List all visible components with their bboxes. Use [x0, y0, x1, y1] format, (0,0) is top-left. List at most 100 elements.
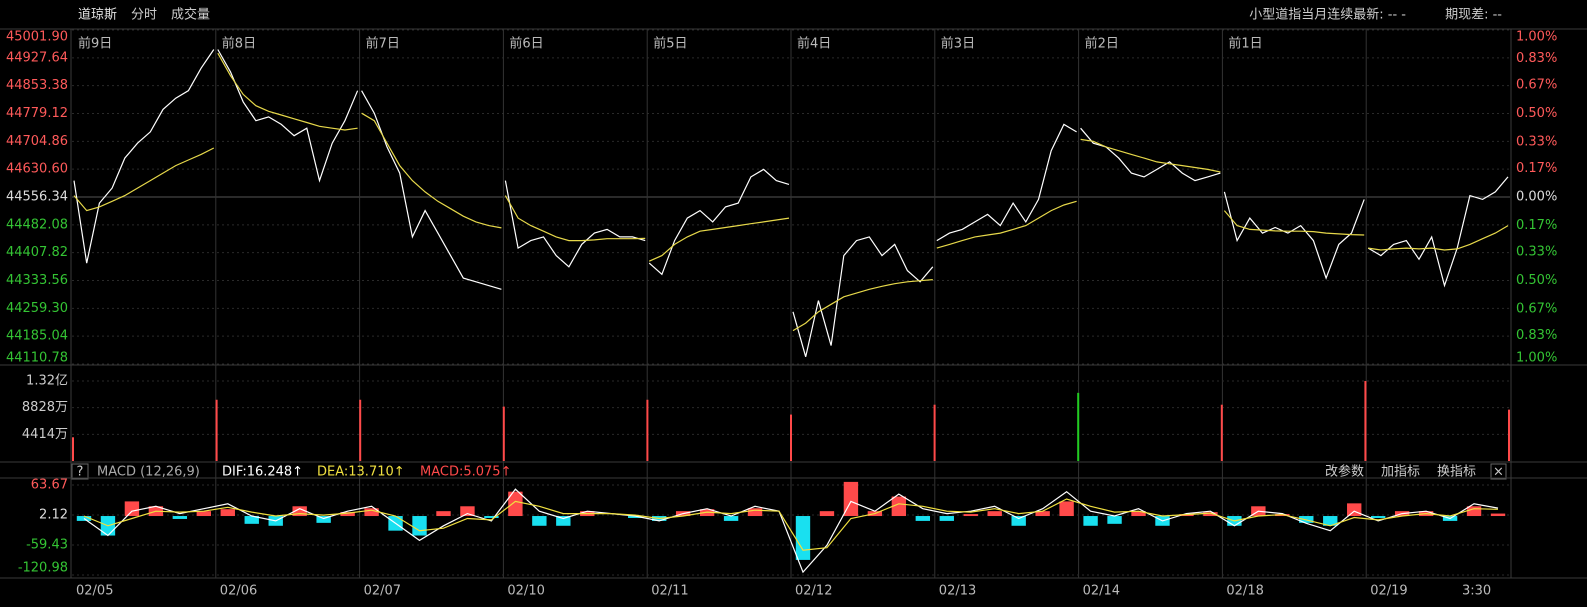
help-button[interactable] — [71, 463, 89, 480]
macd-bar — [963, 514, 978, 517]
day-label: 前9日 — [78, 36, 112, 52]
macd-bar — [364, 508, 379, 517]
y-tick-label: 45001.90 — [6, 30, 68, 45]
macd-bar — [1035, 511, 1050, 517]
macd-bar — [436, 511, 451, 517]
macd-bar — [1131, 511, 1146, 517]
y-tick-label: 8828万 — [22, 400, 68, 415]
day-label: 前5日 — [653, 36, 687, 52]
x-tick-label: 02/19 — [1370, 584, 1407, 599]
indicator-legend: MACD:5.075↑ — [420, 465, 511, 480]
day-label: 前6日 — [509, 36, 543, 52]
y-tick-label: 44185.04 — [6, 329, 68, 344]
volume-bar — [1077, 392, 1080, 461]
y2-tick-label: 0.83% — [1516, 328, 1557, 343]
indicator-legend: DIF:16.248↑ — [222, 465, 303, 480]
day-label: 前1日 — [1228, 36, 1262, 52]
x-tick-label: 02/05 — [76, 584, 113, 599]
macd-bar — [124, 501, 140, 517]
volume-bar — [790, 414, 792, 461]
y-tick-label: 4414万 — [22, 427, 68, 442]
macd-bar — [556, 516, 571, 526]
x-tick-label: 02/07 — [364, 584, 401, 599]
y2-tick-label: 0.17% — [1516, 218, 1557, 233]
y-tick-label: 44853.38 — [6, 78, 68, 93]
y2-tick-label: 0.00% — [1516, 190, 1557, 205]
y-tick-label: 44407.82 — [6, 245, 68, 260]
y-tick-label: 44110.78 — [6, 351, 68, 366]
y2-tick-label: 0.33% — [1516, 245, 1557, 260]
macd-bar — [1347, 503, 1362, 517]
instrument-title: 道琼斯 — [78, 8, 117, 23]
day-label: 前2日 — [1085, 36, 1119, 52]
macd-bar — [939, 516, 954, 521]
indicator-button[interactable]: 加指标 — [1381, 465, 1420, 480]
macd-bar — [316, 516, 331, 523]
volume-bar — [1508, 409, 1510, 461]
macd-bar — [532, 516, 547, 526]
day-label: 前3日 — [941, 36, 975, 52]
x-tick-label: 02/14 — [1083, 584, 1120, 599]
volume-bar — [72, 437, 74, 461]
macd-bar — [508, 491, 523, 517]
macd-bar — [412, 516, 427, 536]
macd-bar — [1011, 516, 1026, 526]
y-tick-label: 44704.86 — [6, 134, 68, 149]
day-label: 前8日 — [222, 36, 256, 52]
y2-tick-label: 0.83% — [1516, 51, 1557, 66]
y-tick-label: 1.32亿 — [26, 374, 68, 389]
volume-bar — [646, 399, 649, 461]
macd-bar — [172, 516, 188, 519]
y2-tick-label: 0.50% — [1516, 106, 1557, 121]
x-tick-label: 02/12 — [795, 584, 832, 599]
macd-bar — [244, 516, 259, 524]
macd-bar — [915, 516, 931, 521]
macd-bar — [1370, 516, 1386, 518]
volume-bar — [359, 399, 362, 461]
macd-bar — [747, 508, 763, 517]
close-button[interactable] — [1490, 463, 1507, 480]
y2-tick-label: 1.00% — [1516, 351, 1557, 366]
basis-info: 期现差: -- — [1445, 8, 1502, 23]
day-label: 前4日 — [797, 36, 831, 52]
x-tick-label: 02/11 — [651, 584, 688, 599]
macd-bar — [795, 516, 811, 560]
y-tick-label: 44630.60 — [6, 162, 68, 177]
macd-bar — [1107, 516, 1122, 524]
price-line — [73, 49, 1509, 357]
help-icon[interactable]: ? — [77, 465, 84, 480]
close-icon[interactable]: × — [1493, 465, 1504, 480]
tab[interactable]: 成交量 — [171, 7, 210, 23]
x-tick-label: 3:30 — [1462, 584, 1491, 599]
y-tick-label: 44927.64 — [6, 50, 68, 65]
y-tick-label: -59.43 — [26, 538, 68, 553]
y2-tick-label: 0.50% — [1516, 273, 1557, 288]
indicator-button[interactable]: 换指标 — [1437, 465, 1476, 480]
day-label: 前7日 — [366, 36, 400, 52]
tab[interactable]: 分时 — [131, 8, 157, 23]
x-tick-label: 02/10 — [507, 584, 544, 599]
dea-line — [83, 498, 1499, 551]
x-tick-label: 02/18 — [1226, 584, 1263, 599]
macd-bar — [819, 511, 835, 517]
y-tick-label: 44556.34 — [6, 190, 68, 205]
volume-bar — [1364, 381, 1367, 461]
macd-bar — [723, 516, 739, 521]
indicator-button[interactable]: 改参数 — [1325, 464, 1364, 480]
macd-bar — [220, 509, 235, 517]
y2-tick-label: 0.67% — [1516, 301, 1557, 316]
macd-bar — [1490, 513, 1506, 517]
macd-bar — [340, 512, 355, 517]
volume-bar — [933, 404, 936, 461]
volume-bar — [1220, 404, 1223, 461]
macd-bar — [1203, 512, 1218, 517]
y2-tick-label: 1.00% — [1516, 30, 1557, 45]
volume-bar — [215, 399, 218, 461]
macd-bar — [891, 496, 907, 517]
average-line — [73, 52, 1509, 332]
y-tick-label: 2.12 — [39, 507, 68, 522]
macd-bar — [292, 506, 307, 517]
contract-info: 小型道指当月连续最新: -- - — [1249, 7, 1406, 23]
macd-bar — [76, 516, 92, 521]
